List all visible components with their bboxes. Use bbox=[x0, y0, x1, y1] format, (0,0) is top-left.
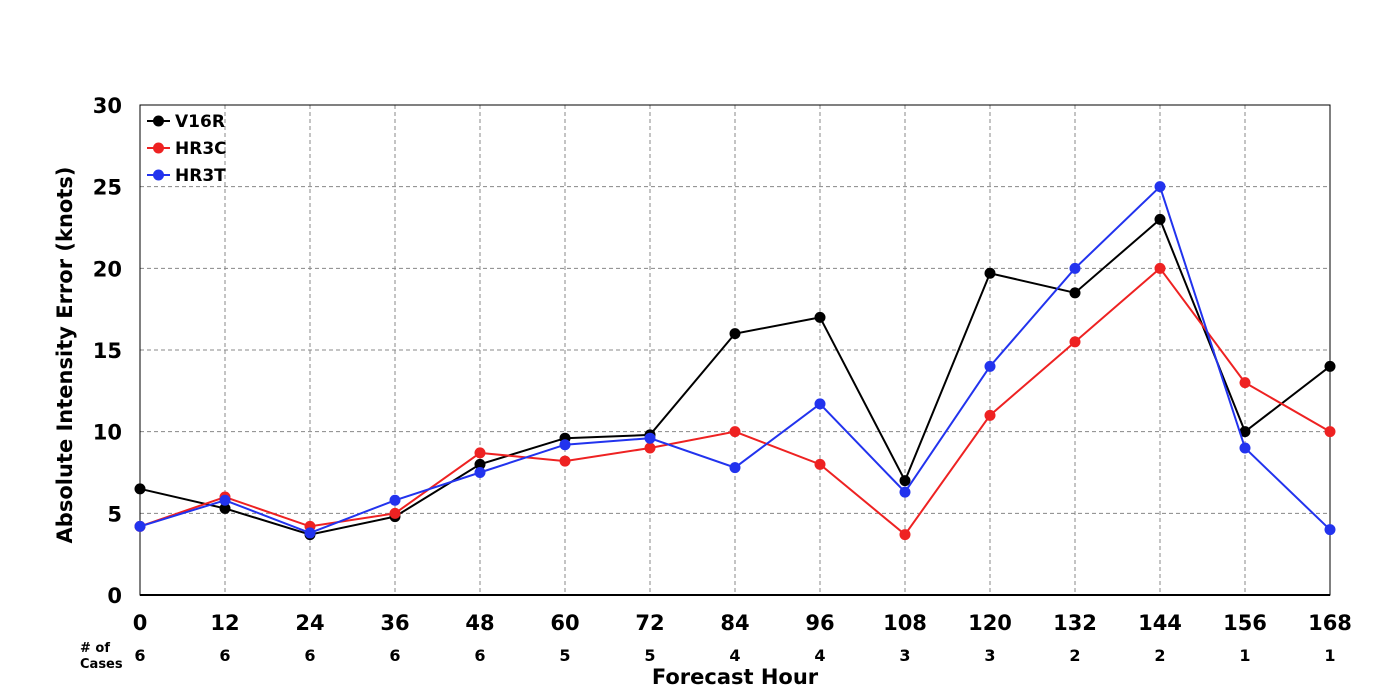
x-tick-label: 120 bbox=[968, 611, 1012, 635]
y-tick-label: 30 bbox=[93, 94, 122, 118]
x-tick-label: 108 bbox=[883, 611, 927, 635]
data-point bbox=[1324, 426, 1336, 438]
data-point bbox=[1154, 181, 1166, 193]
x-tick-label: 84 bbox=[720, 611, 749, 635]
data-point bbox=[219, 502, 231, 514]
x-tick-label: 168 bbox=[1308, 611, 1352, 635]
data-point bbox=[984, 409, 996, 421]
data-point bbox=[984, 267, 996, 279]
data-point bbox=[134, 483, 146, 495]
case-count: 5 bbox=[559, 646, 570, 665]
x-axis-ticks: 0 12 24 36 48 60 72 84 96 108 120 132 144 156 168 bbox=[133, 611, 1352, 635]
data-point bbox=[389, 507, 401, 519]
grid-lines bbox=[140, 105, 1330, 596]
data-point bbox=[814, 398, 826, 410]
data-point bbox=[474, 447, 486, 459]
data-point bbox=[899, 529, 911, 541]
data-point bbox=[134, 520, 146, 532]
y-tick-label: 0 bbox=[107, 584, 122, 608]
x-tick-label: 36 bbox=[380, 611, 409, 635]
x-tick-label: 156 bbox=[1223, 611, 1267, 635]
data-point bbox=[644, 432, 656, 444]
data-point bbox=[729, 426, 741, 438]
x-tick-label: 24 bbox=[295, 611, 324, 635]
x-tick-label: 0 bbox=[133, 611, 148, 635]
case-count: 6 bbox=[389, 646, 400, 665]
case-count: 5 bbox=[644, 646, 655, 665]
x-tick-label: 60 bbox=[550, 611, 579, 635]
series-hr3t bbox=[134, 181, 1336, 539]
x-tick-label: 48 bbox=[465, 611, 494, 635]
data-point bbox=[899, 475, 911, 487]
data-point bbox=[1239, 426, 1251, 438]
y-tick-label: 20 bbox=[93, 257, 122, 281]
data-point bbox=[1239, 442, 1251, 454]
cases-label-line2: Cases bbox=[80, 657, 123, 672]
legend-swatch-marker bbox=[153, 115, 164, 127]
y-tick-label: 25 bbox=[93, 176, 122, 200]
data-point bbox=[389, 494, 401, 506]
data-point bbox=[814, 311, 826, 323]
x-axis-label: Forecast Hour bbox=[652, 665, 819, 689]
data-point bbox=[1069, 262, 1081, 274]
legend-item-hr3c: HR3C bbox=[147, 139, 227, 159]
legend-label: V16R bbox=[175, 112, 225, 132]
case-count: 2 bbox=[1069, 646, 1080, 665]
case-counts: 6 6 6 6 6 5 5 4 4 3 3 2 2 1 1 bbox=[134, 646, 1335, 665]
case-count: 6 bbox=[219, 646, 230, 665]
x-tick-label: 144 bbox=[1138, 611, 1182, 635]
data-point bbox=[1324, 360, 1336, 372]
data-point bbox=[729, 462, 741, 474]
x-tick-label: 96 bbox=[805, 611, 834, 635]
case-count: 6 bbox=[304, 646, 315, 665]
y-axis-label: Absolute Intensity Error (knots) bbox=[53, 167, 77, 544]
data-point bbox=[474, 467, 486, 478]
legend-label: HR3T bbox=[175, 166, 226, 186]
case-count: 6 bbox=[134, 646, 145, 665]
data-point bbox=[1239, 377, 1251, 389]
data-point bbox=[559, 439, 571, 451]
case-count: 4 bbox=[814, 646, 825, 665]
data-point bbox=[814, 458, 826, 470]
legend-swatch-marker bbox=[153, 169, 164, 181]
data-point bbox=[1069, 287, 1081, 299]
case-count: 1 bbox=[1324, 646, 1335, 665]
cases-label-line1: # of bbox=[80, 641, 110, 656]
series-v16r bbox=[134, 213, 1336, 541]
data-point bbox=[729, 328, 741, 340]
x-tick-label: 132 bbox=[1053, 611, 1097, 635]
y-axis-ticks: 0 5 10 15 20 25 30 bbox=[93, 94, 122, 608]
x-tick-label: 72 bbox=[635, 611, 664, 635]
case-count: 3 bbox=[984, 646, 995, 665]
case-count: 4 bbox=[729, 646, 740, 665]
legend-item-v16r: V16R bbox=[147, 112, 225, 132]
data-point bbox=[899, 486, 911, 498]
data-point bbox=[984, 360, 996, 372]
data-point bbox=[219, 494, 231, 506]
data-point bbox=[304, 527, 316, 539]
data-point bbox=[1154, 262, 1166, 274]
legend-item-hr3t: HR3T bbox=[147, 166, 226, 186]
data-point bbox=[644, 442, 656, 454]
legend-label: HR3C bbox=[175, 139, 227, 159]
data-point bbox=[474, 458, 486, 470]
y-tick-label: 15 bbox=[93, 339, 122, 363]
case-count: 1 bbox=[1239, 646, 1250, 665]
series-layer bbox=[134, 181, 1336, 541]
case-count: 6 bbox=[474, 646, 485, 665]
legend-swatch-marker bbox=[153, 142, 164, 154]
x-tick-label: 12 bbox=[210, 611, 239, 635]
data-point bbox=[1154, 213, 1166, 225]
case-count: 2 bbox=[1154, 646, 1165, 665]
legend: V16R HR3C HR3T bbox=[147, 112, 227, 186]
case-count: 3 bbox=[899, 646, 910, 665]
data-point bbox=[1069, 336, 1081, 348]
plot-frame bbox=[139, 104, 1331, 596]
y-tick-label: 10 bbox=[93, 421, 122, 445]
data-point bbox=[1324, 524, 1336, 536]
data-point bbox=[559, 455, 571, 467]
y-tick-label: 5 bbox=[107, 502, 122, 526]
